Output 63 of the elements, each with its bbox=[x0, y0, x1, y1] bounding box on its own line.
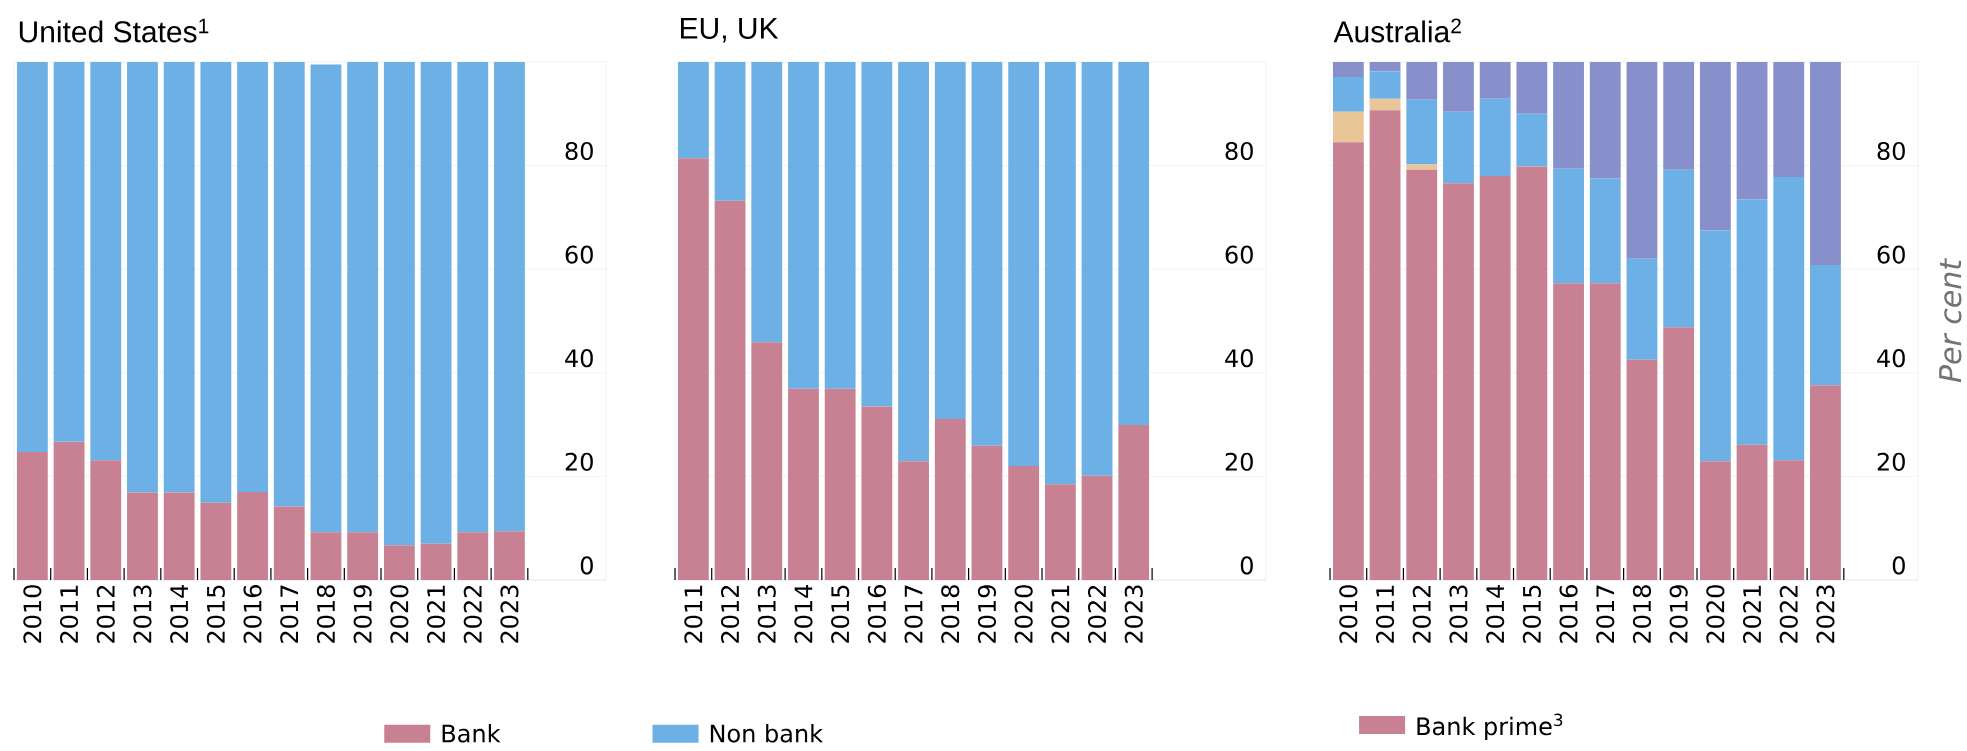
x-tick-label: 2011 bbox=[684, 585, 703, 643]
chart-title: EU, UK bbox=[681, 17, 779, 43]
x-tick-label: 2023 bbox=[1124, 585, 1143, 643]
x-tick-label: 2018 bbox=[1632, 585, 1652, 643]
y-tick-label: 80 bbox=[1225, 141, 1253, 161]
x-tick-label: 2018 bbox=[316, 585, 336, 643]
x-tick-label: 2017 bbox=[280, 585, 299, 643]
x-tick-label: 2022 bbox=[1779, 585, 1798, 643]
x-tick-label: 2016 bbox=[243, 585, 262, 643]
x-tick-label: 2016 bbox=[1559, 585, 1578, 643]
x-tick-label: 2020 bbox=[1706, 585, 1725, 643]
y-tick-label: 0 bbox=[580, 556, 593, 575]
x-tick-label: 2012 bbox=[720, 585, 740, 643]
x-tick-label: 2019 bbox=[1669, 585, 1688, 643]
chart-title: Australia$^{2}$ bbox=[1333, 18, 1461, 43]
x-tick-label: 2012 bbox=[96, 585, 115, 643]
x-tick-label: 2020 bbox=[1014, 585, 1033, 643]
y-tick-label: 80 bbox=[1877, 141, 1905, 161]
x-tick-label: 2021 bbox=[426, 585, 446, 643]
y-tick-label: 0 bbox=[1240, 556, 1253, 575]
y-tick-label: 20 bbox=[565, 452, 593, 471]
x-tick-label: 2023 bbox=[1816, 585, 1835, 643]
y-tick-label: 60 bbox=[1877, 245, 1905, 264]
legend-label: Bank bbox=[442, 723, 501, 743]
x-tick-label: 2010 bbox=[1339, 585, 1358, 643]
y-tick-label: 40 bbox=[565, 349, 593, 368]
x-tick-label: 2013 bbox=[1449, 585, 1468, 643]
y-tick-label: 20 bbox=[1225, 452, 1253, 471]
x-tick-label: 2015 bbox=[1522, 585, 1541, 643]
x-tick-label: 2014 bbox=[1486, 584, 1505, 643]
chart-title: United States$^{1}$ bbox=[19, 18, 209, 43]
y-tick-label: 0 bbox=[1892, 556, 1905, 575]
x-tick-label: 2022 bbox=[463, 585, 482, 643]
x-tick-label: 2013 bbox=[133, 585, 152, 643]
x-tick-label: 2021 bbox=[1742, 585, 1762, 643]
x-tick-label: 2016 bbox=[867, 585, 886, 643]
x-tick-label: 2019 bbox=[977, 585, 997, 643]
x-tick-label: 2018 bbox=[941, 585, 960, 643]
y-tick-label: 60 bbox=[1225, 245, 1253, 264]
x-tick-label: 2017 bbox=[904, 585, 923, 643]
x-tick-label: 2022 bbox=[1087, 585, 1107, 643]
y-tick-label: 60 bbox=[565, 245, 593, 264]
x-tick-label: 2015 bbox=[831, 585, 850, 643]
y-tick-label: 40 bbox=[1225, 349, 1253, 368]
y-tick-label: 80 bbox=[565, 141, 593, 161]
y-axis-title: Per cent bbox=[1939, 258, 1962, 383]
x-tick-label: 2019 bbox=[353, 585, 372, 643]
x-tick-label: 2013 bbox=[757, 585, 776, 643]
x-tick-label: 2014 bbox=[794, 584, 813, 643]
x-tick-label: 2011 bbox=[1375, 585, 1395, 643]
x-tick-label: 2014 bbox=[170, 584, 189, 643]
x-tick-label: 2021 bbox=[1051, 585, 1070, 643]
x-tick-label: 2015 bbox=[206, 585, 225, 643]
x-tick-label: 2023 bbox=[500, 585, 519, 643]
x-tick-label: 2020 bbox=[390, 585, 409, 643]
x-tick-label: 2012 bbox=[1412, 585, 1431, 643]
x-tick-label: 2011 bbox=[59, 585, 79, 643]
legend-label: Bank prime$^{3}$ bbox=[1417, 713, 1563, 741]
y-tick-label: 40 bbox=[1877, 349, 1905, 368]
legend-label: Non bank bbox=[710, 723, 823, 743]
x-tick-label: 2010 bbox=[23, 585, 42, 643]
y-tick-label: 20 bbox=[1877, 452, 1905, 471]
x-tick-label: 2017 bbox=[1596, 585, 1615, 643]
